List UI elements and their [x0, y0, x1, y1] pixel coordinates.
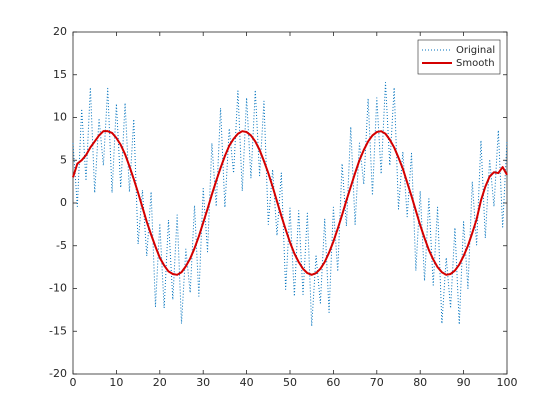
x-tick-label: 50	[283, 376, 297, 389]
y-tick-label: -20	[49, 367, 67, 380]
y-tick-label: 5	[60, 153, 67, 166]
x-tick-label: 60	[326, 376, 340, 389]
x-tick-label: 10	[109, 376, 123, 389]
x-tick-label: 80	[413, 376, 427, 389]
y-tick-label: 0	[60, 196, 67, 209]
plot-frame	[72, 31, 508, 375]
x-tick-label: 90	[457, 376, 471, 389]
legend-text: Smooth	[456, 58, 495, 69]
x-tick-label: 40	[240, 376, 254, 389]
x-tick-label: 0	[70, 376, 77, 389]
y-tick-label: 10	[53, 111, 67, 124]
x-tick-label: 20	[153, 376, 167, 389]
x-tick-label: 100	[497, 376, 518, 389]
y-tick-label: -5	[56, 239, 67, 252]
legend-box	[417, 39, 501, 75]
series-line	[72, 81, 508, 327]
x-tick-label: 70	[370, 376, 384, 389]
legend-text: Original	[456, 45, 495, 56]
y-tick-label: 15	[53, 68, 67, 81]
series-line	[72, 130, 508, 276]
y-tick-label: -15	[49, 324, 67, 337]
y-tick-label: -10	[49, 282, 67, 295]
y-tick-label: 20	[53, 25, 67, 38]
x-tick-label: 30	[196, 376, 210, 389]
